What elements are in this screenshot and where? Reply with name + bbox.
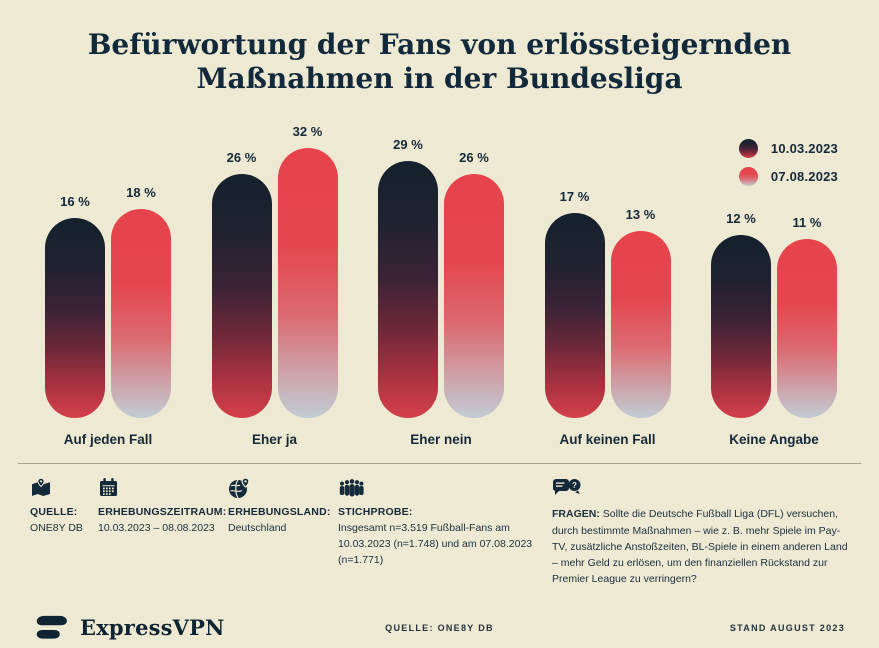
category-label: Auf keinen Fall (559, 432, 656, 448)
meta-source-value: ONE8Y DB (30, 522, 83, 535)
category-label: Auf jeden Fall (63, 432, 153, 448)
meta-question: ? FRAGEN: Sollte die Deutsche Fußball Li… (552, 477, 849, 587)
bar-column: 29 % (378, 137, 438, 419)
bar-10.03.2023 (45, 218, 105, 419)
page-title: Befürwortung der Fans von erlössteigernd… (0, 0, 879, 96)
svg-text:?: ? (572, 481, 577, 490)
meta-source: QUELLE: ONE8Y DB (30, 477, 88, 537)
meta-country-value: Deutschland (228, 522, 287, 535)
bar-group: 12 % 11 % Keine Angabe (711, 122, 837, 447)
bar-column: 13 % (610, 207, 671, 419)
globe-pin-icon (229, 477, 250, 499)
meta-sample-label: STICHPROBE: (338, 506, 413, 519)
meta-period-label: ERHEBUNGSZEITRAUM: (98, 506, 227, 519)
methodology-row: QUELLE: ONE8Y DB ERHEBUNGSZEITRAUM: 10.0… (0, 464, 879, 587)
bar-column: 12 % (711, 211, 771, 419)
legend-swatch-red-icon (738, 167, 758, 186)
bar-pair: 16 % 18 % (45, 122, 171, 419)
bar-group: 17 % 13 % Auf keinen Fall (544, 122, 671, 448)
meta-period: ERHEBUNGSZEITRAUM: 10.03.2023 – 08.08.20… (98, 477, 227, 537)
bar-column: 26 % (211, 150, 272, 419)
legend-swatch-dark-icon (738, 139, 758, 158)
bar-07.08.2023 (277, 148, 338, 419)
bar-10.03.2023 (711, 235, 771, 419)
bar-10.03.2023 (544, 213, 605, 419)
page-title-line1: Befürwortung der Fans von erlössteigernd… (87, 28, 792, 61)
expressvpn-logomark-icon (36, 616, 67, 639)
legend-label: 10.03.2023 (770, 141, 838, 156)
bar-column: 32 % (277, 124, 338, 419)
bar-value-label: 12 % (726, 211, 756, 227)
crowd-icon (339, 479, 364, 497)
bar-column: 17 % (544, 189, 605, 419)
map-pin-icon (32, 478, 50, 497)
bar-10.03.2023 (378, 161, 438, 419)
footer-source-note: QUELLE: ONE8Y DB (385, 622, 494, 633)
category-label: Keine Angabe (729, 432, 819, 448)
bar-group: 16 % 18 % Auf jeden Fall (45, 122, 171, 447)
bar-10.03.2023 (211, 174, 272, 419)
brand-logo: ExpressVPN (34, 613, 225, 642)
chart-legend: 10.03.2023 07.08.2023 (738, 139, 838, 195)
bar-07.08.2023 (111, 209, 171, 419)
meta-country-label: ERHEBUNGSLAND: (228, 506, 331, 519)
meta-question-text: FRAGEN: Sollte die Deutsche Fußball Liga… (552, 506, 849, 587)
meta-sample-value: Insgesamt n=3.519 Fußball-Fans am 10.03.… (338, 522, 533, 566)
bar-value-label: 16 % (60, 194, 90, 210)
speech-bubbles-icon: ? (552, 479, 581, 496)
bar-07.08.2023 (610, 231, 671, 419)
legend-label: 07.08.2023 (770, 169, 838, 184)
footer-stand-note: STAND AUGUST 2023 (729, 622, 845, 633)
bar-pair: 29 % 26 % (378, 122, 504, 419)
bar-pair: 12 % 11 % (711, 122, 837, 419)
bar-group: 26 % 32 % Eher ja (211, 122, 338, 448)
bar-value-label: 26 % (226, 150, 257, 166)
bar-07.08.2023 (777, 239, 837, 419)
bar-pair: 26 % 32 % (211, 122, 338, 419)
bar-pair: 17 % 13 % (544, 122, 671, 419)
page-title-line2: Maßnahmen in der Bundesliga (196, 62, 683, 96)
bar-07.08.2023 (444, 174, 504, 419)
bar-chart: 16 % 18 % Auf jeden Fall 26 % 32 % Eher ja 29 … (0, 122, 879, 447)
meta-question-value: Sollte die Deutsche Fußball Liga (DFL) v… (552, 508, 848, 586)
bar-value-label: 32 % (292, 124, 323, 140)
bar-column: 18 % (111, 185, 171, 419)
meta-sample: STICHPROBE: Insgesamt n=3.519 Fußball-Fa… (338, 477, 542, 568)
meta-period-value: 10.03.2023 – 08.08.2023 (98, 522, 215, 535)
meta-source-label: QUELLE: (30, 506, 78, 519)
meta-question-label: FRAGEN: (552, 508, 600, 521)
bar-value-label: 29 % (393, 137, 423, 153)
bar-value-label: 26 % (459, 150, 489, 166)
bar-value-label: 11 % (792, 215, 822, 231)
footer-bar: ExpressVPN QUELLE: ONE8Y DB STAND AUGUST… (0, 608, 879, 648)
bar-group: 29 % 26 % Eher nein (378, 122, 504, 447)
bar-value-label: 17 % (559, 189, 590, 205)
bar-column: 11 % (777, 215, 837, 419)
bar-column: 26 % (444, 150, 504, 419)
category-label: Eher nein (410, 432, 472, 448)
bar-value-label: 13 % (625, 207, 656, 223)
bar-value-label: 18 % (126, 185, 156, 201)
brand-wordmark: ExpressVPN (80, 615, 225, 641)
calendar-icon (100, 478, 117, 497)
meta-country: ERHEBUNGSLAND: Deutschland (228, 477, 331, 537)
category-label: Eher ja (251, 432, 298, 448)
bar-column: 16 % (45, 194, 105, 419)
legend-item-march: 10.03.2023 (738, 139, 838, 158)
legend-item-august: 07.08.2023 (738, 167, 838, 186)
divider-line (18, 463, 861, 465)
